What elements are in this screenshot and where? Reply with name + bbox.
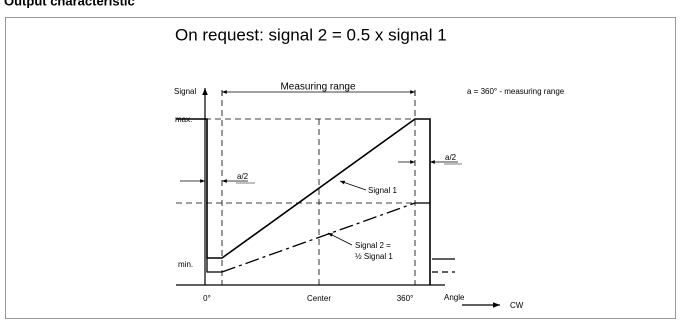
measuring-range-label: Measuring range: [280, 82, 355, 93]
min-label: min.: [178, 260, 193, 269]
x-axis-label: Angle: [444, 293, 465, 302]
y-axis-label: Signal: [174, 87, 196, 96]
frame: [5, 17, 676, 319]
graph: [176, 88, 500, 308]
signal2-label: ½ Signal 1: [355, 252, 393, 261]
signal1-label: Signal 1: [368, 186, 397, 195]
diagram-title: On request: signal 2 = 0.5 x signal 1: [175, 25, 447, 44]
header-title: Output characteristic: [4, 0, 135, 8]
x-label: 360°: [397, 294, 414, 303]
signal2-label: Signal 2 =: [355, 241, 391, 250]
max-label: max.: [175, 115, 192, 124]
a-half-label: a/2: [237, 172, 249, 181]
direction-label: CW: [510, 301, 524, 310]
x-label: 0°: [203, 294, 211, 303]
a-half-label: a/2: [445, 153, 457, 162]
x-label: Center: [307, 294, 331, 303]
a-definition: a = 360° - measuring range: [467, 87, 565, 96]
